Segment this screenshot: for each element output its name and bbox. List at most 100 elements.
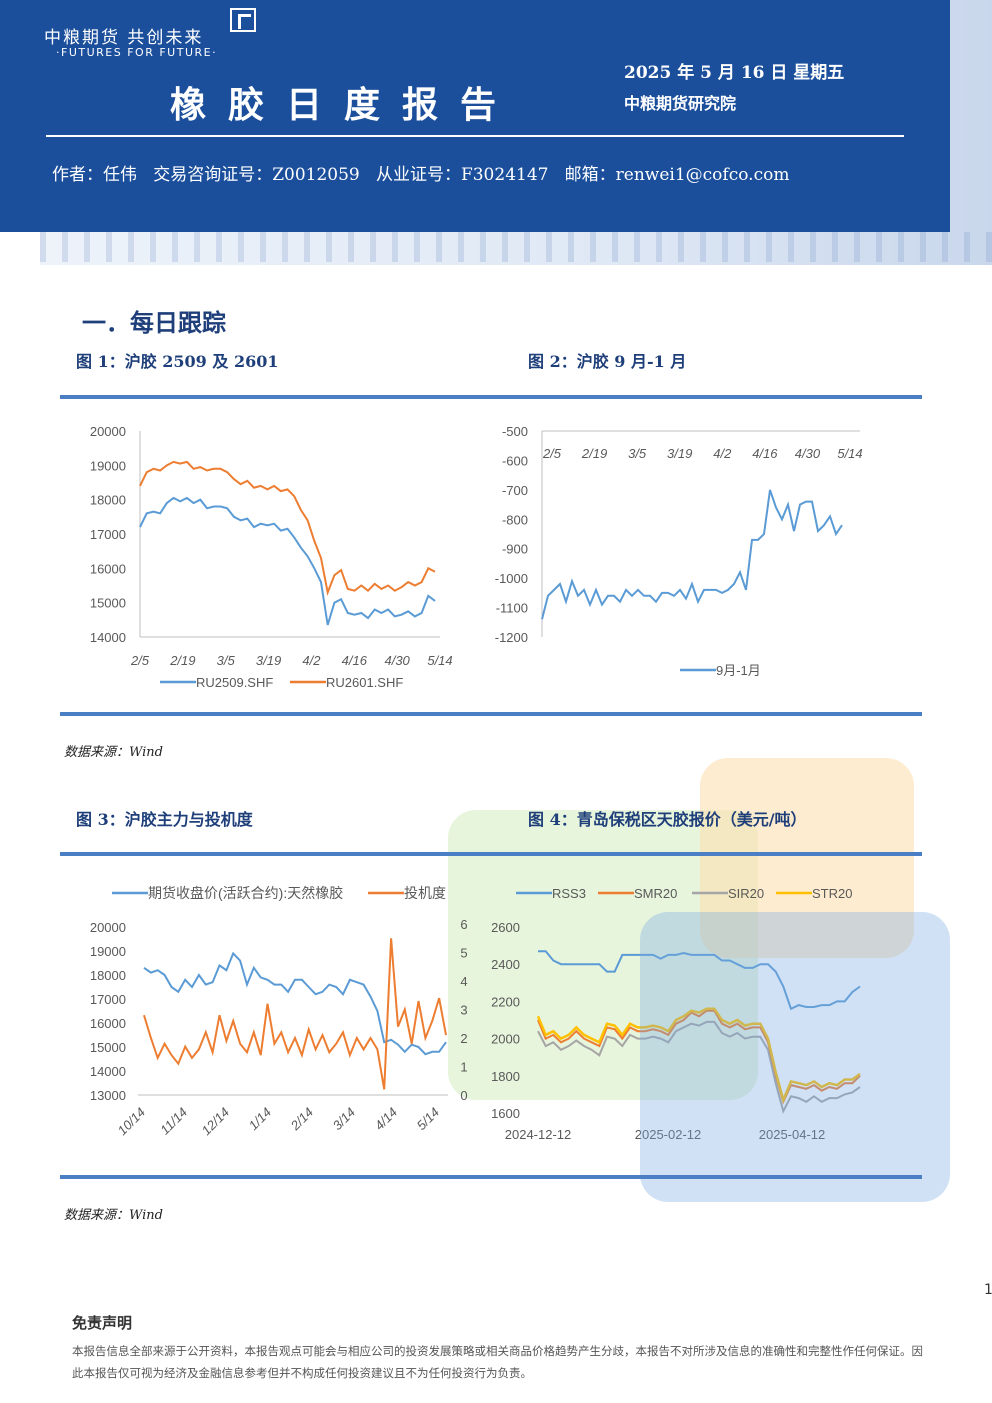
y-tick-label: -800 <box>502 512 528 527</box>
legend-label: SIR20 <box>728 886 764 901</box>
disclaimer-title: 免责声明 <box>72 1314 133 1332</box>
y-tick-label-right: 1 <box>460 1060 467 1075</box>
x-tick-label: 3/19 <box>256 653 281 668</box>
y-tick-label: 14000 <box>90 630 126 645</box>
series-line-speculation <box>143 938 447 1090</box>
header-banner <box>0 0 950 232</box>
y-tick-label-left: 16000 <box>90 1016 126 1031</box>
x-tick-label: 3/5 <box>628 446 647 461</box>
y-tick-label: -600 <box>502 453 528 468</box>
report-date: 2025 年 5 月 16 日 星期五 <box>624 63 845 83</box>
x-tick-label: 4/16 <box>342 653 368 668</box>
section-heading: 一．每日跟踪 <box>82 308 226 337</box>
fig1-title: 图 1：沪胶 2509 及 2601 <box>76 352 279 371</box>
y-tick-label: -1200 <box>495 630 528 645</box>
y-tick-label: 2600 <box>491 920 520 935</box>
x-tick-label: 5/14 <box>414 1105 443 1134</box>
legend-label: 投机度 <box>404 885 446 901</box>
fig2-chart: -500 -600 -700 -800 -900 -1000 -1100 -1200 2/5 2/… <box>480 415 900 700</box>
y-tick-label-left: 20000 <box>90 920 126 935</box>
y-tick-label: 18000 <box>90 493 126 508</box>
y-tick-label-right: 4 <box>460 974 467 989</box>
x-tick-label: 5/14 <box>837 446 862 461</box>
x-tick-label: 3/5 <box>217 653 236 668</box>
x-tick-label: 2025-02-12 <box>635 1127 702 1142</box>
fig3-title: 图 3：沪胶主力与投机度 <box>76 810 253 829</box>
x-tick-label: 3/19 <box>667 446 692 461</box>
decoration-orange <box>700 758 914 958</box>
x-tick-label: 2025-04-12 <box>759 1127 826 1142</box>
series-line-SMR20 <box>537 1009 861 1105</box>
legend-label: RU2601.SHF <box>326 675 403 690</box>
y-tick-label: -500 <box>502 424 528 439</box>
y-tick-label: 2000 <box>491 1032 520 1047</box>
x-tick-label: 5/14 <box>427 653 452 668</box>
logo-text-en: ·FUTURES FOR FUTURE· <box>56 46 218 59</box>
x-tick-label: 1/14 <box>246 1105 275 1134</box>
y-tick-label-left: 19000 <box>90 944 126 959</box>
report-title: 橡胶日度报告 <box>170 84 519 126</box>
logo-icon <box>230 8 256 32</box>
source-note-2: 数据来源：Wind <box>64 1208 163 1223</box>
y-tick-label-right: 3 <box>460 1003 467 1018</box>
series-line-RSS3 <box>538 950 861 1011</box>
x-tick-label: 12/14 <box>199 1105 233 1139</box>
y-tick-label-left: 18000 <box>90 968 126 983</box>
author-info: 作者：任伟 交易咨询证号：Z0012059 从业证号：F3024147 邮箱：r… <box>52 165 790 185</box>
y-tick-label: -1000 <box>495 571 528 586</box>
disclaimer-text: 本报告信息全部来源于公开资料，本报告观点可能会与相应公司的投资发展策略或相关商品… <box>72 1344 923 1380</box>
fig4-chart: 2600 2400 2200 2000 1800 1600 2024-12-12 2025-0… <box>480 875 900 1155</box>
y-tick-label: 17000 <box>90 527 126 542</box>
x-tick-label: 2/14 <box>287 1105 316 1134</box>
x-tick-label: 4/2 <box>713 446 732 461</box>
series-line-SIR20 <box>537 1020 861 1114</box>
report-org: 中粮期货研究院 <box>624 94 737 113</box>
y-tick-label: 19000 <box>90 458 126 473</box>
x-tick-label: 4/30 <box>795 446 821 461</box>
y-tick-label-left: 15000 <box>90 1040 126 1055</box>
series-line-STR20 <box>536 1007 861 1104</box>
y-tick-label: 1600 <box>491 1106 520 1121</box>
y-tick-label: 2200 <box>491 994 520 1009</box>
x-tick-label: 4/30 <box>384 653 410 668</box>
y-tick-label: 1800 <box>491 1069 520 1084</box>
decoration-blue <box>640 912 950 1202</box>
series-line-RU2601.SHF <box>139 460 436 596</box>
y-tick-label: -900 <box>502 542 528 557</box>
legend-label: SMR20 <box>634 886 677 901</box>
y-tick-label: -700 <box>502 483 528 498</box>
source-note-1: 数据来源：Wind <box>64 745 163 760</box>
legend-label: STR20 <box>812 886 852 901</box>
chart-row2-bottom-rule <box>60 1175 922 1179</box>
legend-label: RSS3 <box>552 886 586 901</box>
chart-row1-bottom-rule <box>60 712 922 716</box>
x-tick-label: 11/14 <box>157 1105 190 1138</box>
x-tick-label: 2/5 <box>542 446 562 461</box>
y-tick-label: 16000 <box>90 561 126 576</box>
fig1-chart: 20000 19000 18000 17000 16000 15000 14000 2/5 2/… <box>70 415 480 700</box>
header-divider <box>46 135 904 137</box>
y-tick-label-left: 17000 <box>90 992 126 1007</box>
x-tick-label: 3/14 <box>330 1105 359 1134</box>
x-tick-label: 2/19 <box>169 653 195 668</box>
x-tick-label: 2/19 <box>581 446 607 461</box>
series-line-RU2509.SHF <box>139 496 436 626</box>
x-tick-label: 2/5 <box>130 653 150 668</box>
chart-row1-top-rule <box>60 395 922 399</box>
y-tick-label: 15000 <box>90 596 126 611</box>
y-tick-label-right: 5 <box>460 946 467 961</box>
x-tick-label: 4/14 <box>372 1105 401 1134</box>
y-tick-label-left: 13000 <box>90 1088 126 1103</box>
y-tick-label-right: 0 <box>460 1088 467 1103</box>
fig3-chart: 20000 19000 18000 17000 16000 15000 14000 13000… <box>70 875 480 1155</box>
x-tick-label: 10/14 <box>115 1105 149 1139</box>
logo-text-cn: 中粮期货 共创未来 <box>44 28 204 48</box>
y-tick-label-left: 14000 <box>90 1064 126 1079</box>
legend-label: 9月-1月 <box>716 663 761 678</box>
legend-label: 期货收盘价(活跃合约):天然橡胶 <box>148 885 343 901</box>
fig4-title: 图 4：青岛保税区天胶报价（美元/吨） <box>528 810 807 829</box>
y-tick-label-right: 6 <box>460 917 467 932</box>
series-line-price <box>143 951 447 1056</box>
y-tick-label-right: 2 <box>460 1031 467 1046</box>
y-tick-label: -1100 <box>496 601 528 616</box>
